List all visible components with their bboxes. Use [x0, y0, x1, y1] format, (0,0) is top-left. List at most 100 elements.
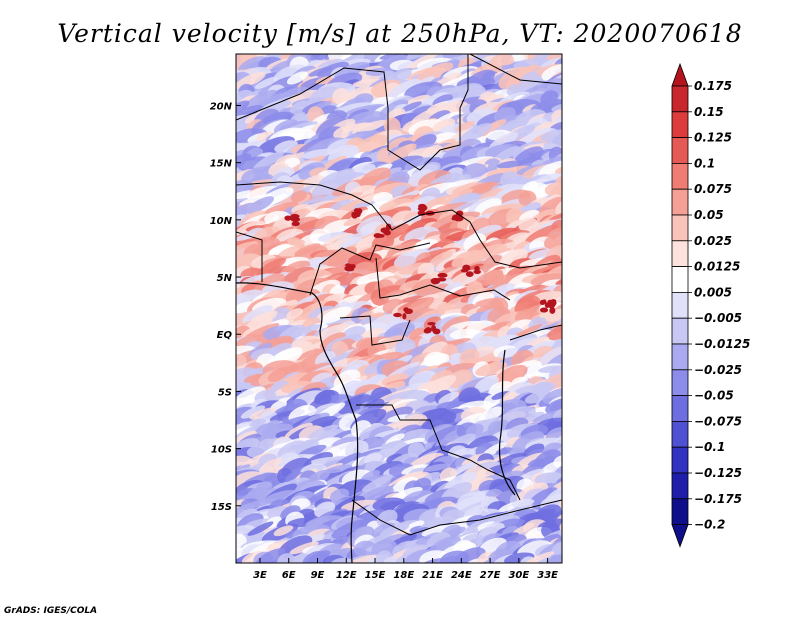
field-cell — [356, 119, 389, 133]
colorbar-label: 0.15 — [694, 105, 724, 119]
field-cell — [319, 332, 346, 350]
field-cell — [538, 308, 562, 322]
field-cell — [466, 54, 485, 59]
x-tick-label: 27E — [480, 570, 501, 581]
field-cell — [460, 123, 493, 142]
colorbar-band — [671, 188, 689, 216]
field-cell — [242, 305, 273, 324]
field-cell — [445, 188, 473, 204]
colorbar-band — [671, 240, 689, 268]
y-tick-label: 15S — [211, 502, 232, 513]
field-cell — [241, 89, 277, 111]
colorbar-label: −0.175 — [694, 492, 742, 506]
ascent-hotspot — [542, 299, 547, 305]
ascent-hotspot — [473, 269, 481, 274]
west-coastline — [236, 282, 359, 563]
y-tick-label: 5S — [218, 387, 232, 398]
x-tick-label: 21E — [422, 570, 443, 581]
x-tick-label: 18E — [393, 570, 414, 581]
field-cell — [381, 373, 409, 386]
field-cell — [286, 71, 308, 85]
field-cell — [331, 519, 367, 539]
field-cell — [245, 196, 274, 214]
field-cell — [423, 351, 447, 369]
colorbar-band — [671, 369, 689, 396]
field-cell — [278, 120, 309, 131]
field-cell — [353, 540, 377, 558]
field-cell — [259, 457, 283, 473]
ascent-hotspot — [547, 301, 555, 307]
field-cell — [493, 146, 521, 162]
border-east — [509, 324, 562, 341]
field-cell — [541, 64, 562, 82]
field-cell — [252, 151, 285, 171]
field-cell — [289, 324, 321, 338]
field-cell — [329, 192, 364, 204]
field-cell — [519, 71, 541, 89]
field-cell — [369, 429, 407, 447]
field-cell — [317, 61, 350, 78]
colorbar: 0.175 0.15 0.125 0.1 0.075 0.05 0.025 0.0125 0.0… — [671, 62, 750, 548]
x-tick-label: 33E — [537, 570, 558, 581]
field-cell — [474, 375, 500, 393]
x-tick-label: 12E — [336, 570, 357, 581]
field-cell — [256, 257, 287, 277]
y-tick-label: 5N — [217, 273, 233, 284]
field-cell — [428, 251, 453, 267]
field-cell — [239, 193, 272, 206]
field-cell — [511, 522, 535, 536]
ascent-hotspot — [405, 309, 410, 314]
field-cell — [305, 515, 344, 528]
field-cell — [319, 155, 347, 172]
colorbar-label: −0.1 — [694, 440, 725, 454]
field-cell — [247, 521, 274, 536]
colorbar-label: −0.0125 — [694, 337, 750, 351]
ascent-hotspot — [373, 233, 382, 239]
field-cell — [241, 530, 267, 541]
field-cell — [424, 463, 451, 472]
field-cell — [290, 190, 307, 203]
field-cell — [371, 522, 396, 539]
ascent-hotspot — [345, 263, 351, 267]
field-cell — [427, 424, 464, 444]
field-cell — [550, 120, 562, 132]
field-cell — [510, 54, 539, 62]
x-axis: 3E 6E 9E 12E 15E 18E 21E 24E 27E 30E 33E — [253, 558, 558, 581]
field-cell — [236, 72, 266, 90]
field-cell — [491, 391, 510, 400]
field-cell — [311, 177, 347, 200]
field-cell — [387, 155, 424, 171]
field-cell — [385, 143, 417, 163]
field-cell — [546, 322, 562, 341]
colorbar-band — [671, 343, 689, 371]
y-tick-label: 10S — [211, 445, 232, 456]
field-cell — [254, 76, 279, 90]
ascent-hotspot — [453, 215, 464, 222]
field-cell — [544, 54, 562, 62]
field-cell — [335, 452, 362, 467]
border-nigeria-cameroon — [309, 242, 431, 296]
border-gabon-congo — [339, 315, 411, 346]
field-cell — [474, 198, 502, 217]
field-cell — [273, 525, 294, 537]
field-cell — [358, 167, 392, 191]
field-cell — [532, 409, 562, 423]
field-cell — [236, 353, 247, 369]
field-cell — [337, 102, 374, 114]
field-cell — [552, 476, 562, 491]
field-cell — [495, 447, 514, 455]
field-cell — [277, 535, 313, 559]
field-cell — [533, 382, 556, 393]
colorbar-label: 0.0125 — [694, 260, 740, 274]
ascent-hotspot — [436, 277, 447, 282]
ascent-hotspot — [402, 313, 407, 320]
field-cell — [524, 390, 551, 404]
field-cell — [352, 244, 372, 257]
border-sahara — [236, 54, 469, 171]
field-cell — [405, 94, 431, 106]
field-cell — [438, 391, 460, 405]
field-cell — [422, 375, 457, 396]
ascent-hotspot — [291, 216, 296, 222]
ascent-hotspot — [437, 272, 448, 278]
